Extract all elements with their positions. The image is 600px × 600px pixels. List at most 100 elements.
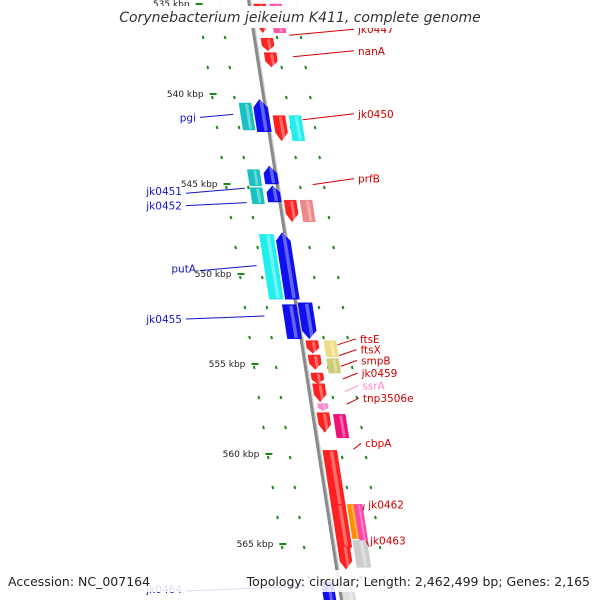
- gene-label-jk0452[interactable]: jk0452: [145, 201, 182, 213]
- gene-glyph-shine: [329, 451, 344, 515]
- gene-label-leader: [185, 202, 247, 207]
- gene-glyph-shine: [305, 200, 313, 222]
- guide-dot: [279, 395, 283, 400]
- gene-labels: pgijk0451jk0452putAjk0455jk0464jk0447nan…: [145, 24, 413, 596]
- scale-tick-label: 540 kbp: [167, 90, 204, 100]
- gene-label-nana[interactable]: nanA: [358, 46, 386, 58]
- guide-dot: [317, 305, 321, 310]
- guide-dot: [248, 335, 252, 340]
- gene-label-jk0455[interactable]: jk0455: [145, 314, 182, 326]
- gene-label-cbpa[interactable]: cbpA: [365, 438, 392, 450]
- guide-dot: [331, 395, 335, 400]
- gene-label-puta[interactable]: putA: [171, 264, 196, 276]
- gene-glyph-shine: [304, 303, 314, 339]
- gene-label-prfb[interactable]: prfB: [358, 174, 380, 186]
- gene-glyph-shine: [270, 53, 276, 67]
- guide-dot: [237, 125, 241, 130]
- gene-label-leader: [292, 50, 355, 58]
- accession-text: Accession: NC_007164: [8, 574, 150, 589]
- gene-label-leader: [346, 397, 360, 405]
- gene-glyph: [305, 340, 320, 354]
- gene-glyph-shine: [278, 116, 286, 141]
- gene-glyph: [299, 199, 316, 223]
- gene-label-jk0463[interactable]: jk0463: [369, 535, 406, 547]
- gene-label-tnp3506e[interactable]: tnp3506e: [363, 393, 414, 405]
- gene-glyph-shine: [322, 413, 329, 432]
- guide-dot: [224, 185, 228, 190]
- gene-label-ssra[interactable]: ssrA: [362, 381, 385, 393]
- gene-glyph-shine: [253, 170, 259, 186]
- gene-glyph-shine: [329, 341, 336, 357]
- gene-glyph: [337, 545, 353, 570]
- backbone-highlight: [250, 0, 344, 600]
- gene-glyph-shine: [256, 188, 262, 204]
- gene-label-jk0459[interactable]: jk0459: [361, 368, 398, 380]
- gene-glyph-shine: [351, 505, 359, 538]
- gene-glyph: [288, 115, 306, 142]
- gene-glyph-shine: [318, 384, 325, 402]
- guide-dot: [206, 65, 210, 70]
- guide-dot: [275, 35, 279, 40]
- footer-background: [0, 570, 600, 592]
- guide-dot: [318, 155, 322, 160]
- gene-glyph-shine: [343, 546, 351, 569]
- gene-glyph-shine: [332, 359, 338, 373]
- guide-dot: [256, 245, 260, 250]
- gene-label-ftsx[interactable]: ftsX: [360, 345, 380, 357]
- gene-label-leader: [302, 113, 355, 121]
- gene-label-leader: [340, 359, 358, 367]
- guide-dot: [369, 485, 373, 490]
- scale-tick-label: 560 kbp: [223, 450, 260, 460]
- guide-dot: [262, 425, 265, 430]
- guide-dot: [232, 95, 236, 100]
- guide-dot: [360, 425, 363, 430]
- guide-dot: [274, 365, 278, 370]
- guide-dot: [242, 155, 246, 160]
- gene-glyph-shine: [266, 235, 280, 299]
- gene-glyph: [317, 403, 329, 412]
- gene-glyph: [263, 165, 279, 185]
- gene-label-leader: [185, 187, 245, 194]
- gene-glyph: [266, 185, 282, 203]
- title-background: [120, 6, 480, 28]
- gene-label-pgi[interactable]: pgi: [180, 112, 196, 124]
- guide-dot: [302, 545, 306, 550]
- gene-glyph-shine: [358, 505, 367, 544]
- guide-dot: [280, 545, 284, 550]
- scale-tick-label: 545 kbp: [181, 180, 218, 190]
- gene-glyph: [253, 99, 272, 133]
- guide-dot: [251, 215, 255, 220]
- gene-label-ftse[interactable]: ftsE: [360, 334, 380, 346]
- guide-dot: [243, 305, 247, 310]
- guide-dot: [350, 365, 354, 370]
- gene-label-leader: [199, 265, 257, 272]
- guide-dot: [312, 275, 316, 280]
- guide-dot: [284, 425, 287, 430]
- guide-dot: [341, 305, 345, 310]
- gene-label-jk0462[interactable]: jk0462: [367, 499, 404, 511]
- gene-glyph: [283, 199, 299, 223]
- gene-glyph: [281, 304, 302, 340]
- guide-dot: [336, 275, 340, 280]
- guide-dot: [346, 335, 350, 340]
- gene-label-jk0451[interactable]: jk0451: [145, 186, 182, 198]
- guide-dot: [229, 215, 233, 220]
- guide-dot: [308, 95, 312, 100]
- guide-dot: [364, 455, 368, 460]
- guide-dot: [345, 485, 349, 490]
- gene-glyph: [272, 115, 288, 142]
- gene-label-smpb[interactable]: smpB: [361, 355, 391, 367]
- gene-label-leader: [337, 338, 357, 346]
- gene-label-leader: [342, 372, 358, 380]
- guide-dot: [313, 125, 317, 130]
- gene-glyph: [259, 234, 284, 300]
- guide-dot: [270, 335, 274, 340]
- scale-ticks: 535 kbp 540 kbp 545 kbp 550 kbp 555 kbp 560 k…: [153, 0, 287, 550]
- guide-dot: [210, 95, 214, 100]
- genome-backbone: [247, 0, 344, 600]
- gene-features: [238, 3, 372, 600]
- guide-dot: [276, 515, 279, 520]
- gene-glyph: [310, 372, 325, 385]
- gene-label-jk0450[interactable]: jk0450: [357, 109, 394, 121]
